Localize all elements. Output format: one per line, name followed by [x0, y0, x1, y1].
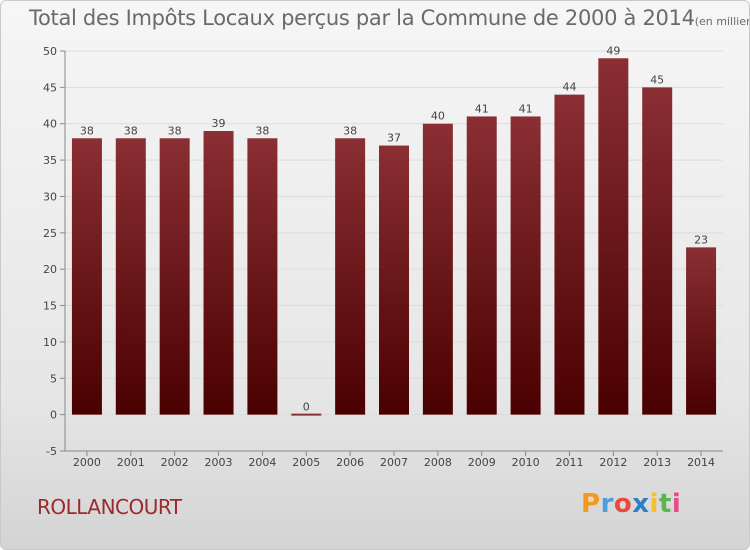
labels: -5 0 5 10 15 20 25 30 35 40 45 50 38 2000 38 2001 38 2002… — [43, 44, 715, 469]
bar — [510, 116, 541, 415]
x-tick-label: 2006 — [336, 456, 364, 469]
brand-letter: P — [581, 489, 601, 519]
y-tick-label: 40 — [43, 118, 57, 131]
proxiti-logo: Proxiti — [581, 489, 681, 519]
brand-letter: i — [671, 489, 682, 519]
bar-value-label: 38 — [343, 124, 357, 137]
y-tick-label: 0 — [50, 409, 57, 422]
brand-letter: i — [649, 489, 659, 519]
brand-letter: t — [658, 489, 672, 519]
bar — [686, 247, 717, 415]
x-tick-label: 2004 — [248, 456, 276, 469]
y-tick-label: -5 — [46, 445, 57, 458]
commune-name: ROLLANCOURT — [37, 495, 182, 519]
bar — [159, 138, 190, 415]
bar — [554, 94, 585, 415]
bars — [71, 58, 717, 416]
x-tick-label: 2012 — [599, 456, 627, 469]
y-tick-label: 45 — [43, 81, 57, 94]
bar — [203, 131, 234, 415]
x-tick-label: 2014 — [687, 456, 715, 469]
bar-value-label: 38 — [255, 124, 269, 137]
bar — [422, 123, 453, 415]
y-tick-label: 50 — [43, 45, 57, 58]
bar-value-label: 38 — [124, 124, 138, 137]
bar — [71, 138, 102, 415]
bar-value-label: 41 — [519, 102, 533, 115]
bar-value-label: 44 — [562, 81, 576, 94]
bar — [247, 138, 278, 415]
x-tick-label: 2001 — [117, 456, 145, 469]
chart-title-unit: (en milliers d'€) — [694, 15, 749, 28]
brand-letter: x — [632, 489, 650, 519]
x-tick-label: 2013 — [643, 456, 671, 469]
bar — [115, 138, 146, 415]
bar-value-label: 23 — [694, 233, 708, 246]
x-tick-label: 2000 — [73, 456, 101, 469]
bar-value-label: 37 — [387, 132, 401, 145]
bar-value-label: 49 — [606, 44, 620, 57]
bar-value-label: 39 — [212, 117, 226, 130]
bar — [598, 58, 629, 415]
x-tick-label: 2008 — [424, 456, 452, 469]
chart-title: Total des Impôts Locaux perçus par la Co… — [29, 6, 749, 30]
bar — [642, 87, 673, 415]
y-tick-label: 25 — [43, 227, 57, 240]
bar — [466, 116, 497, 415]
x-tick-label: 2002 — [161, 456, 189, 469]
x-tick-label: 2007 — [380, 456, 408, 469]
y-tick-label: 5 — [50, 372, 57, 385]
chart-title-main: Total des Impôts Locaux perçus par la Co… — [29, 6, 695, 30]
x-tick-label: 2011 — [555, 456, 583, 469]
x-tick-label: 2005 — [292, 456, 320, 469]
bar-value-label: 38 — [168, 124, 182, 137]
axes — [60, 50, 723, 456]
x-tick-label: 2009 — [468, 456, 496, 469]
y-tick-label: 35 — [43, 154, 57, 167]
x-tick-label: 2010 — [512, 456, 540, 469]
bar — [379, 145, 409, 415]
x-tick-label: 2003 — [205, 456, 233, 469]
bar-value-label: 38 — [80, 124, 94, 137]
y-tick-label: 10 — [43, 336, 57, 349]
y-tick-label: 30 — [43, 190, 57, 203]
brand-letter: r — [600, 489, 614, 519]
bar-value-label: 41 — [475, 102, 489, 115]
bar — [335, 138, 366, 415]
bar-value-label: 45 — [650, 73, 664, 86]
y-tick-label: 15 — [43, 300, 57, 313]
bar-value-label: 40 — [431, 110, 445, 123]
bar-value-label: 0 — [303, 401, 310, 414]
y-tick-label: 20 — [43, 263, 57, 276]
brand-letter: o — [613, 489, 633, 519]
